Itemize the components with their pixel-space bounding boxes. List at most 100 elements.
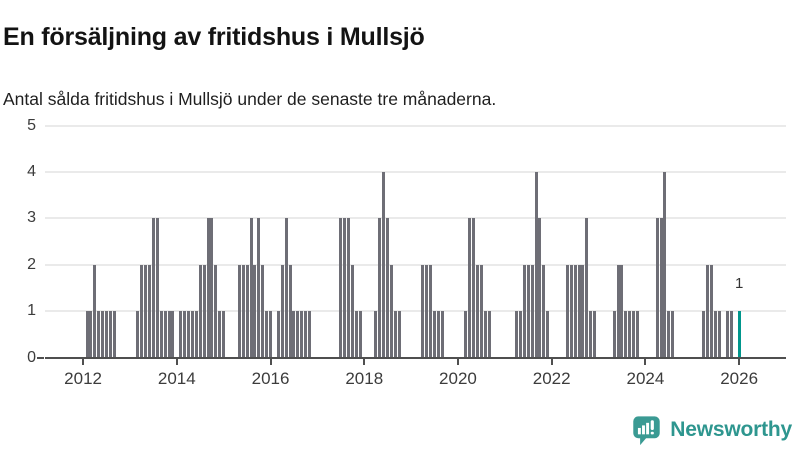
bar bbox=[108, 311, 112, 358]
bar bbox=[93, 264, 97, 358]
x-axis-tick bbox=[456, 358, 459, 365]
bar bbox=[546, 311, 550, 358]
bar bbox=[190, 311, 194, 358]
bar bbox=[308, 311, 312, 358]
x-axis-label: 2024 bbox=[626, 369, 665, 388]
bar bbox=[374, 311, 378, 358]
x-axis-tick bbox=[738, 358, 741, 365]
bar bbox=[479, 264, 483, 358]
x-axis-label: 2014 bbox=[157, 369, 196, 388]
bar bbox=[343, 218, 347, 358]
bar bbox=[253, 264, 257, 358]
bar bbox=[538, 218, 542, 358]
bar bbox=[589, 311, 593, 358]
bar bbox=[206, 218, 210, 358]
bar bbox=[155, 218, 159, 358]
bar bbox=[265, 311, 269, 358]
bar bbox=[612, 311, 616, 358]
gridline bbox=[45, 124, 786, 127]
bar bbox=[534, 171, 538, 358]
bar bbox=[729, 311, 733, 358]
y-axis-label: 5 bbox=[27, 116, 36, 134]
bar bbox=[581, 264, 585, 358]
bar bbox=[663, 171, 667, 358]
bar bbox=[671, 311, 675, 358]
bar bbox=[624, 311, 628, 358]
bar bbox=[585, 218, 589, 358]
x-axis-tick bbox=[550, 358, 553, 365]
bar bbox=[354, 311, 358, 358]
bar bbox=[284, 218, 288, 358]
bar bbox=[159, 311, 163, 358]
bar bbox=[261, 264, 265, 358]
bar bbox=[429, 264, 433, 358]
x-axis-label: 2012 bbox=[64, 369, 102, 388]
bar bbox=[296, 311, 300, 358]
y-axis-label: 4 bbox=[27, 162, 36, 180]
bar bbox=[620, 264, 624, 358]
bar bbox=[702, 311, 706, 358]
bar bbox=[569, 264, 573, 358]
bar bbox=[218, 311, 222, 358]
chart-subtitle: Antal sålda fritidshus i Mullsjö under d… bbox=[3, 88, 497, 109]
bar bbox=[487, 311, 491, 358]
x-axis-tick bbox=[269, 358, 272, 365]
x-axis-tick bbox=[644, 358, 647, 365]
bar bbox=[280, 264, 284, 358]
newsworthy-logo-icon bbox=[631, 414, 662, 447]
bar bbox=[171, 311, 175, 358]
bar bbox=[718, 311, 722, 358]
x-axis-label: 2016 bbox=[251, 369, 290, 388]
bar bbox=[89, 311, 93, 358]
bar bbox=[397, 311, 401, 358]
bar-value-label: 1 bbox=[734, 275, 744, 293]
bar bbox=[97, 311, 101, 358]
bar bbox=[464, 311, 468, 358]
chart-title: En försäljning av fritidshus i Mullsjö bbox=[3, 22, 425, 51]
y-axis-zero-tick bbox=[37, 356, 44, 359]
bar bbox=[198, 264, 202, 358]
bar bbox=[577, 264, 581, 358]
x-axis-label: 2020 bbox=[439, 369, 477, 388]
bar bbox=[105, 311, 109, 358]
x-axis-tick bbox=[363, 358, 366, 365]
bar bbox=[526, 264, 530, 358]
bar bbox=[573, 264, 577, 358]
highlight-bar bbox=[737, 311, 741, 358]
bar bbox=[304, 311, 308, 358]
bar bbox=[276, 311, 280, 358]
gridline bbox=[45, 263, 786, 266]
bar bbox=[292, 311, 296, 358]
bar bbox=[187, 311, 191, 358]
gridline bbox=[45, 310, 786, 313]
bar bbox=[151, 218, 155, 358]
bar bbox=[351, 264, 355, 358]
bar bbox=[241, 264, 245, 358]
bar bbox=[628, 311, 632, 358]
bar bbox=[425, 264, 429, 358]
bar bbox=[167, 311, 171, 358]
bar bbox=[593, 311, 597, 358]
bar bbox=[725, 311, 729, 358]
bar bbox=[542, 264, 546, 358]
bar bbox=[179, 311, 183, 358]
gridline bbox=[45, 170, 786, 173]
bar bbox=[667, 311, 671, 358]
bar bbox=[288, 264, 292, 358]
bar bbox=[136, 311, 140, 358]
bar bbox=[300, 311, 304, 358]
y-axis-label: 2 bbox=[27, 255, 36, 273]
bar bbox=[183, 311, 187, 358]
brand-footer: Newsworthy bbox=[631, 412, 792, 448]
x-axis-tick bbox=[82, 358, 85, 365]
x-axis-tick bbox=[175, 358, 178, 365]
bar bbox=[421, 264, 425, 358]
bar bbox=[436, 311, 440, 358]
y-axis-label: 3 bbox=[27, 209, 36, 227]
bar bbox=[394, 311, 397, 358]
bar bbox=[257, 218, 261, 358]
x-axis-label: 2026 bbox=[720, 369, 759, 388]
bar bbox=[636, 311, 640, 358]
x-axis-label: 2022 bbox=[532, 369, 571, 388]
bar bbox=[522, 264, 526, 358]
